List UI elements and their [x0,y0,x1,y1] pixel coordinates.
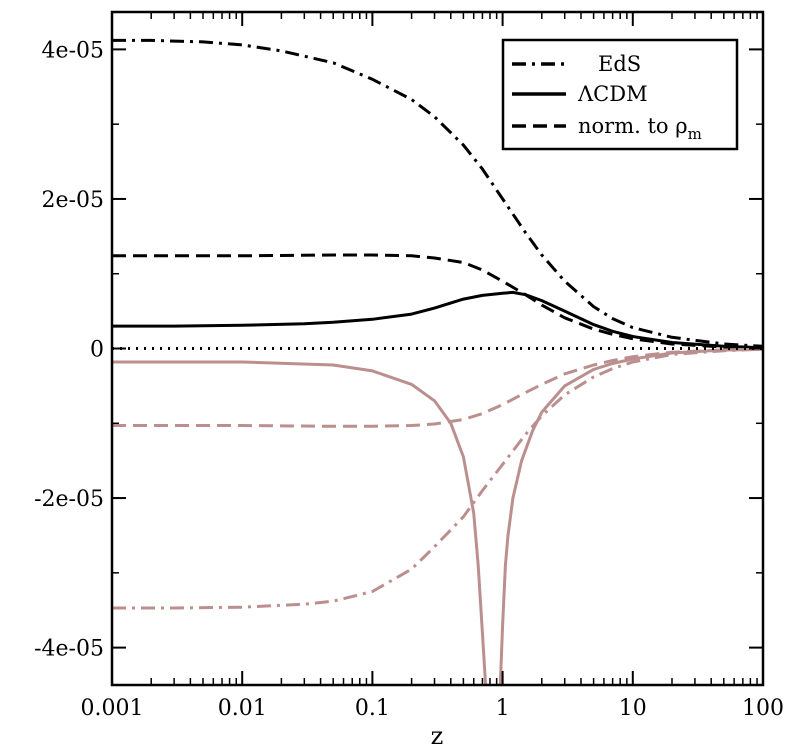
series-layer [112,38,763,685]
legend-label-normalized: norm. to ρm [578,114,702,143]
series-line-1 [112,290,763,350]
legend: EdS ΛCDM norm. to ρm [501,38,739,151]
y-tick-label-0: 4e-05 [42,38,104,63]
series-line-4 [112,360,488,685]
x-axis-label: z [431,722,444,750]
legend-label-lcdm: ΛCDM [577,82,648,106]
legend-label-eds: EdS [598,52,641,76]
legend-label-normalized-sub: m [688,125,702,143]
y-tick-label-1: 2e-05 [42,188,104,213]
tick-labels-layer: 0.001 0.01 0.1 1 10 100 4e-05 2e-05 0 -2e-05 -4e-0… [34,38,784,721]
y-tick-label-3: -2e-05 [34,487,104,512]
plot-frame [110,10,765,687]
y-tick-label-2: 0 [90,338,104,363]
y-tick-label-4: -4e-05 [34,637,104,662]
x-tick-label-2: 0.1 [355,696,390,721]
legend-label-normalized-main: norm. to ρ [578,114,688,138]
x-tick-label-5: 100 [742,696,784,721]
x-tick-label-1: 0.01 [218,696,267,721]
x-tick-label-4: 10 [619,696,647,721]
x-tick-label-3: 1 [496,696,510,721]
series-line-3 [112,347,763,610]
x-tick-label-0: 0.001 [81,696,144,721]
series-line-6 [112,347,763,428]
series-line-2 [112,253,763,350]
series-line-0 [112,38,763,348]
